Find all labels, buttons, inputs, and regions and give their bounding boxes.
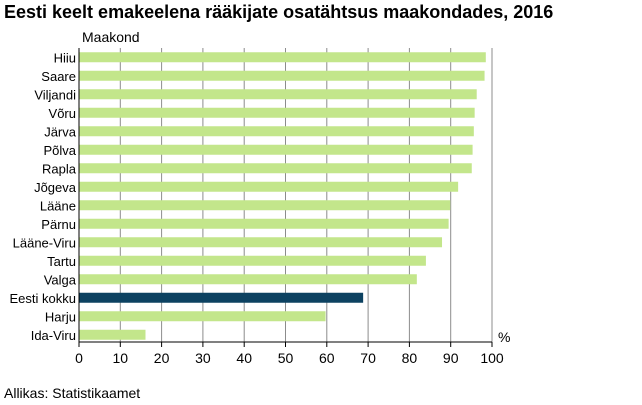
category-labels: Hiiu Saare Viljandi Võru Järva Põlva Rapla Jõge… [10, 50, 77, 343]
category-label: Rapla [42, 161, 77, 176]
x-tick-label: 80 [402, 350, 418, 366]
bar [79, 274, 417, 285]
category-label: Harju [45, 309, 76, 324]
x-tick-label: 100 [480, 350, 504, 366]
x-tick-label: 30 [195, 350, 211, 366]
x-tick-label: 50 [278, 350, 294, 366]
category-label: Võru [49, 106, 76, 121]
category-label: Lääne [40, 198, 76, 213]
x-tick-label: 70 [360, 350, 376, 366]
category-label: Saare [41, 69, 76, 84]
category-label: Põlva [43, 143, 76, 158]
bar [79, 237, 443, 248]
bar [79, 52, 486, 63]
bar [79, 329, 146, 340]
x-tick-label: 60 [319, 350, 335, 366]
bar [79, 107, 475, 118]
category-label: Tartu [47, 254, 76, 269]
category-label: Järva [44, 124, 77, 139]
bars [79, 52, 486, 340]
category-label: Viljandi [34, 87, 76, 102]
x-tick-label: 40 [236, 350, 252, 366]
bar [79, 126, 474, 137]
x-tick-label: 20 [154, 350, 170, 366]
bar [79, 311, 326, 322]
x-tick-label: 90 [443, 350, 459, 366]
category-label: Hiiu [54, 50, 76, 65]
category-label: Lääne-Viru [13, 235, 76, 250]
x-axis: 0 10 20 30 40 50 60 70 80 90 100 [75, 48, 504, 366]
chart-title: Eesti keelt emakeelena rääkijate osatäht… [4, 2, 554, 22]
category-label: Ida-Viru [31, 328, 76, 343]
bar [79, 218, 449, 229]
category-label: Valga [44, 272, 77, 287]
source-note: Allikas: Statistikaamet [4, 385, 141, 401]
x-axis-unit: % [498, 329, 510, 345]
category-label: Eesti kokku [10, 291, 76, 306]
bar [79, 89, 477, 100]
category-label: Pärnu [41, 217, 76, 232]
x-tick-label: 0 [75, 350, 83, 366]
category-label: Jõgeva [34, 180, 77, 195]
bar [79, 163, 472, 174]
bar [79, 70, 485, 81]
bar [79, 255, 426, 266]
bar [79, 292, 364, 303]
bar [79, 144, 473, 155]
y-axis-label: Maakond [82, 29, 140, 45]
x-tick-label: 10 [113, 350, 129, 366]
bar [79, 181, 459, 192]
bar [79, 200, 451, 211]
